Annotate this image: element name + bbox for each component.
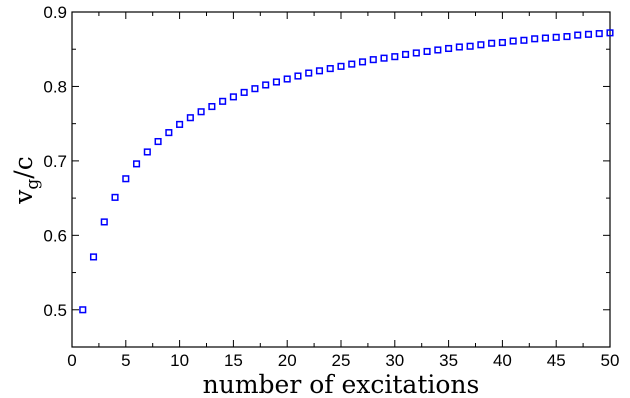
- data-point: [305, 69, 313, 77]
- data-point: [552, 33, 560, 41]
- data-point: [595, 30, 603, 38]
- data-point: [165, 129, 173, 137]
- data-point: [197, 108, 205, 116]
- y-axis-label: vg/c: [9, 156, 43, 204]
- plot-frame: [71, 11, 611, 348]
- data-point: [606, 29, 614, 37]
- data-point: [283, 75, 291, 83]
- x-tick-label: 35: [439, 351, 458, 370]
- data-point: [122, 175, 130, 183]
- y-tick-label: 0.9: [43, 3, 67, 22]
- data-point: [520, 36, 528, 44]
- data-point: [380, 54, 388, 62]
- data-point: [326, 65, 334, 73]
- data-point: [219, 97, 227, 105]
- x-tick-label: 40: [493, 351, 512, 370]
- data-point: [541, 34, 549, 42]
- data-point: [294, 72, 302, 80]
- data-point: [423, 47, 431, 56]
- data-point: [208, 102, 216, 111]
- y-axis-label-main: v: [9, 189, 38, 205]
- data-point: [186, 114, 194, 122]
- data-point: [133, 160, 141, 168]
- data-point: [79, 306, 87, 314]
- y-tick-label: 0.5: [43, 301, 67, 320]
- data-point: [584, 30, 593, 38]
- data-point: [100, 218, 108, 226]
- x-tick-label: 5: [121, 351, 130, 370]
- x-tick-label: 45: [547, 351, 566, 370]
- y-tick-label: 0.7: [43, 152, 67, 171]
- data-point: [229, 93, 237, 101]
- data-point: [498, 38, 506, 47]
- data-point: [466, 42, 474, 50]
- y-axis-label-sub: g: [23, 179, 43, 190]
- x-tick-label: 10: [170, 351, 189, 370]
- data-point: [455, 43, 463, 51]
- x-axis-label: number of excitations: [203, 370, 480, 398]
- y-tick-labels: 0.5 0.6 0.7 0.8 0.9: [43, 3, 67, 320]
- x-tick-labels: 0 5 10 15 20 25 30 35 40 45 50: [67, 351, 619, 370]
- data-point: [176, 120, 184, 128]
- data-point: [563, 33, 571, 41]
- y-axis-label-rest: /c: [9, 156, 38, 178]
- data-point: [358, 58, 367, 66]
- x-tick-label: 25: [332, 351, 351, 370]
- data-point: [391, 53, 399, 61]
- axis-ticks: [71, 11, 611, 347]
- x-tick-label: 0: [67, 351, 76, 370]
- data-point: [509, 37, 517, 45]
- data-points: [79, 29, 614, 314]
- data-point: [240, 88, 248, 96]
- data-point: [251, 85, 259, 93]
- data-point: [154, 137, 162, 146]
- data-point: [143, 148, 151, 156]
- x-tick-label: 20: [278, 351, 297, 370]
- data-point: [402, 50, 410, 58]
- data-point: [348, 60, 356, 68]
- data-point: [111, 193, 119, 201]
- data-point: [272, 78, 280, 86]
- y-tick-label: 0.6: [43, 226, 67, 245]
- data-point: [434, 46, 442, 54]
- data-point: [369, 56, 377, 64]
- data-point: [412, 49, 420, 57]
- x-tick-label: 50: [601, 351, 620, 370]
- x-tick-label: 30: [385, 351, 404, 370]
- data-point: [488, 39, 496, 47]
- y-tick-label: 0.8: [43, 77, 67, 96]
- data-point: [262, 81, 270, 89]
- data-point: [445, 44, 453, 53]
- data-point: [531, 35, 539, 43]
- data-point: [89, 253, 98, 261]
- data-point: [574, 31, 582, 39]
- x-tick-label: 15: [224, 351, 243, 370]
- data-point: [337, 62, 345, 70]
- data-point: [477, 41, 485, 49]
- data-point: [315, 67, 324, 75]
